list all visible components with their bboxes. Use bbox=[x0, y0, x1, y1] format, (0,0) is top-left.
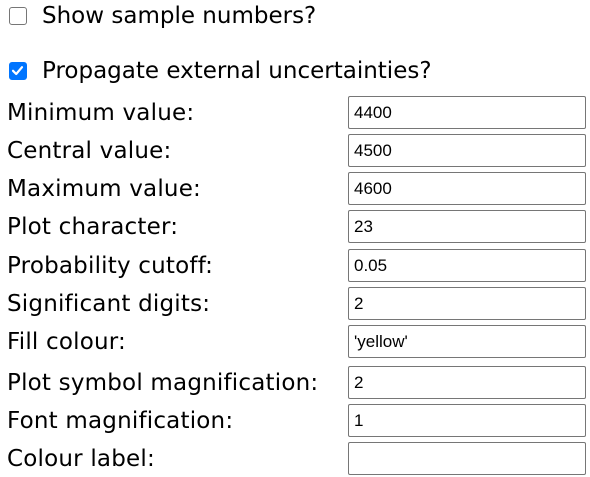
maximum-value-row: Maximum value: 4600 bbox=[0, 171, 590, 207]
plot-character-row: Plot character: 23 bbox=[0, 209, 590, 245]
font-magnification-input[interactable]: 1 bbox=[348, 404, 586, 437]
significant-digits-row: Significant digits: 2 bbox=[0, 286, 590, 322]
central-value-label: Central value: bbox=[7, 138, 172, 164]
plot-symbol-magnification-label: Plot symbol magnification: bbox=[7, 370, 319, 396]
significant-digits-input[interactable]: 2 bbox=[348, 287, 586, 320]
colour-label-input[interactable] bbox=[348, 442, 586, 475]
probability-cutoff-label: Probability cutoff: bbox=[7, 253, 214, 279]
plot-symbol-magnification-input[interactable]: 2 bbox=[348, 366, 586, 399]
font-magnification-label: Font magnification: bbox=[7, 408, 234, 434]
minimum-value-input[interactable]: 4400 bbox=[348, 96, 586, 129]
maximum-value-input[interactable]: 4600 bbox=[348, 172, 586, 205]
fill-colour-row: Fill colour: 'yellow' bbox=[0, 324, 590, 360]
minimum-value-row: Minimum value: 4400 bbox=[0, 95, 590, 131]
fill-colour-label: Fill colour: bbox=[7, 329, 126, 355]
central-value-row: Central value: 4500 bbox=[0, 133, 590, 169]
minimum-value-label: Minimum value: bbox=[7, 100, 195, 126]
checkmark-icon bbox=[11, 66, 24, 76]
propagate-external-uncertainties-row[interactable]: Propagate external uncertainties? bbox=[0, 56, 590, 86]
plot-symbol-magnification-row: Plot symbol magnification: 2 bbox=[0, 365, 590, 401]
probability-cutoff-row: Probability cutoff: 0.05 bbox=[0, 248, 590, 284]
plot-character-label: Plot character: bbox=[7, 214, 179, 240]
significant-digits-label: Significant digits: bbox=[7, 291, 211, 317]
propagate-external-uncertainties-label[interactable]: Propagate external uncertainties? bbox=[42, 58, 432, 84]
show-sample-numbers-row[interactable]: Show sample numbers? bbox=[0, 1, 590, 31]
maximum-value-label: Maximum value: bbox=[7, 176, 202, 202]
plot-character-input[interactable]: 23 bbox=[348, 210, 586, 243]
font-magnification-row: Font magnification: 1 bbox=[0, 403, 590, 439]
probability-cutoff-input[interactable]: 0.05 bbox=[348, 249, 586, 282]
propagate-external-uncertainties-checkbox[interactable] bbox=[9, 62, 27, 80]
colour-label-row: Colour label: bbox=[0, 441, 590, 477]
central-value-input[interactable]: 4500 bbox=[348, 134, 586, 167]
show-sample-numbers-checkbox[interactable] bbox=[9, 7, 27, 25]
fill-colour-input[interactable]: 'yellow' bbox=[348, 325, 586, 358]
show-sample-numbers-label[interactable]: Show sample numbers? bbox=[42, 3, 317, 29]
colour-label-label: Colour label: bbox=[7, 446, 155, 472]
